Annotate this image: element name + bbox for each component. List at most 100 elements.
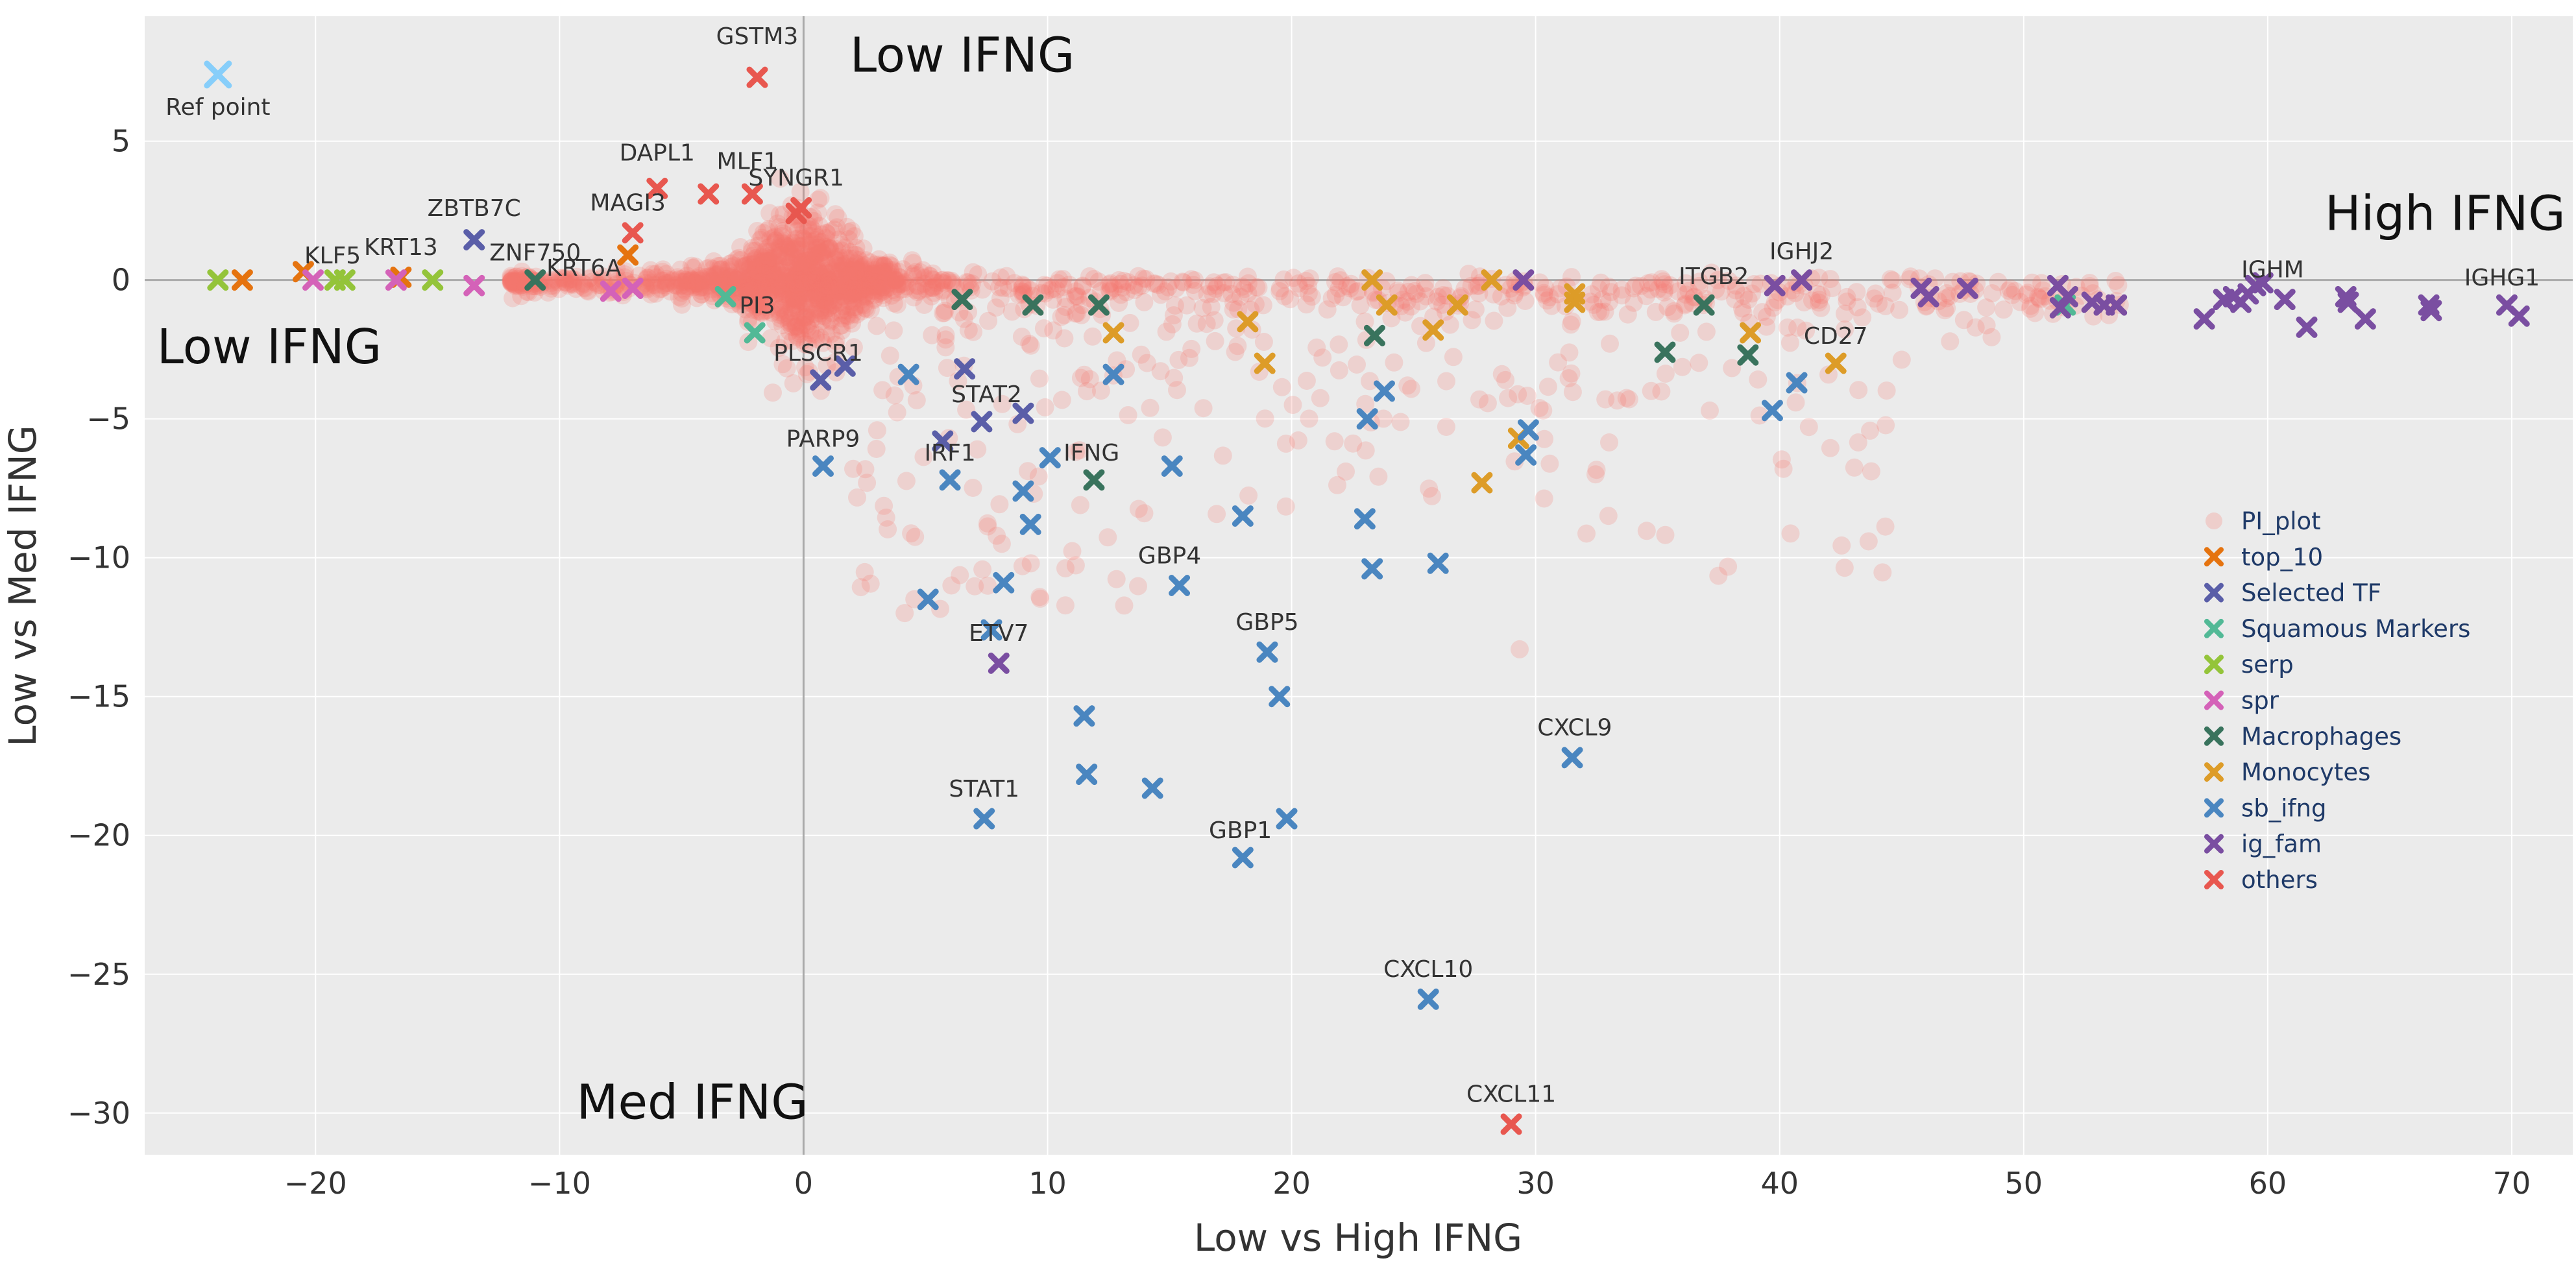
pi-plot-point (1422, 487, 1441, 505)
pi-plot-point (1586, 465, 1605, 484)
pi-plot-point (808, 309, 827, 328)
pi-plot-point (698, 259, 716, 278)
pi-plot-point (903, 265, 922, 283)
pi-plot-point (1873, 563, 1892, 582)
pi-plot-point (872, 274, 891, 293)
pi-plot-point (951, 566, 969, 584)
pi-plot-point (737, 282, 756, 301)
marker-ig-fam (2508, 305, 2530, 327)
pi-plot-point (861, 574, 880, 593)
pi-plot-point (783, 239, 802, 258)
pi-plot-point (1559, 369, 1578, 388)
pi-plot-point (506, 272, 525, 291)
pi-plot-point (775, 307, 794, 326)
pi-plot-point (760, 266, 779, 285)
pi-plot-point (681, 271, 700, 290)
pi-plot-point (1538, 291, 1557, 310)
pi-plot-point (845, 259, 864, 278)
pi-plot-point (2080, 277, 2099, 296)
pi-plot-point (766, 266, 784, 285)
pi-plot-point (513, 262, 531, 281)
gene-markers (207, 66, 2530, 1135)
marker-others (741, 183, 763, 205)
pi-plot-point (1823, 279, 1841, 298)
pi-plot-point (1734, 286, 1753, 305)
pi-plot-point (770, 256, 789, 275)
pi-plot-point (2021, 296, 2040, 315)
pi-plot-point (856, 281, 875, 299)
pi-plot-point (502, 272, 521, 291)
pi-plot-point (835, 259, 854, 278)
pi-plot-point (784, 263, 803, 282)
pi-plot-point (721, 271, 740, 290)
pi-plot-point (1492, 365, 1511, 383)
pi-plot-point (747, 294, 766, 313)
pi-plot-point (841, 281, 860, 299)
pi-plot-point (762, 254, 781, 272)
gene-label: STAT1 (949, 776, 1019, 802)
pi-plot-point (761, 230, 780, 248)
pi-plot-point (1745, 275, 1764, 293)
pi-plot-point (1865, 289, 1884, 308)
pi-plot-point (819, 276, 838, 295)
legend-symbol (2204, 726, 2224, 746)
pi-plot-point (789, 265, 808, 283)
pi-plot-point (799, 220, 818, 239)
marker-top-10 (231, 269, 253, 291)
pi-plot-point (1679, 282, 1698, 300)
pi-plot-point (666, 276, 685, 295)
pi-plot-point (820, 291, 839, 310)
marker-sb-ifng (1073, 705, 1095, 727)
pi-plot-point (838, 276, 857, 295)
pi-plot-point (793, 265, 812, 283)
marker-selected-tf (810, 369, 832, 391)
pi-plot-point (855, 285, 874, 303)
pi-plot-point (819, 298, 838, 317)
pi-plot-point (709, 260, 728, 279)
pi-plot-point (1224, 293, 1243, 312)
pi-plot-point (847, 246, 866, 265)
pi-plot-point (1347, 282, 1366, 301)
pi-plot-point (784, 270, 803, 289)
pi-plot-point (820, 239, 839, 258)
marker-monocytes (1422, 319, 1444, 341)
pi-plot-point (1055, 306, 1074, 324)
pi-plot-point (822, 293, 841, 311)
pi-plot-point (1853, 308, 1872, 327)
pi-plot-point (1208, 505, 1226, 524)
pi-plot-point (1214, 273, 1233, 292)
pi-plot-point (757, 276, 775, 295)
legend-label: Macrophages (2241, 723, 2401, 751)
pi-plot-point (893, 260, 912, 279)
pi-plot-point (792, 319, 810, 338)
pi-plot-point (798, 262, 816, 281)
pi-plot-point (509, 276, 528, 295)
pi-plot-point (1727, 276, 1745, 295)
pi-plot-point (775, 301, 794, 320)
pi-plot-point (823, 286, 842, 305)
pi-plot-point (1941, 287, 1960, 306)
pi-plot-point (727, 271, 746, 289)
gene-label: CXCL10 (1383, 956, 1473, 983)
pi-plot-point (936, 326, 955, 344)
pi-plot-point (1254, 296, 1272, 315)
pi-plot-point (796, 296, 814, 315)
pi-plot-point (831, 274, 849, 293)
pi-plot-point (695, 278, 714, 296)
pi-plot-point (653, 276, 672, 295)
pi-plot-point (1600, 293, 1618, 311)
pi-plot-point (856, 280, 875, 298)
pi-plot-point (1330, 335, 1348, 354)
pi-plot-point (821, 310, 840, 329)
pi-plot-point (915, 269, 934, 287)
pi-plot-point (755, 295, 773, 314)
pi-plot-point (638, 280, 657, 298)
pi-plot-point (1982, 328, 2001, 346)
pi-plot-point (877, 280, 895, 298)
legend-label: Selected TF (2241, 579, 2381, 607)
pi-plot-point (748, 222, 767, 240)
x-tick-label: 50 (2005, 1166, 2043, 1201)
pi-plot-point (788, 248, 807, 267)
pi-plot-point (502, 272, 521, 291)
